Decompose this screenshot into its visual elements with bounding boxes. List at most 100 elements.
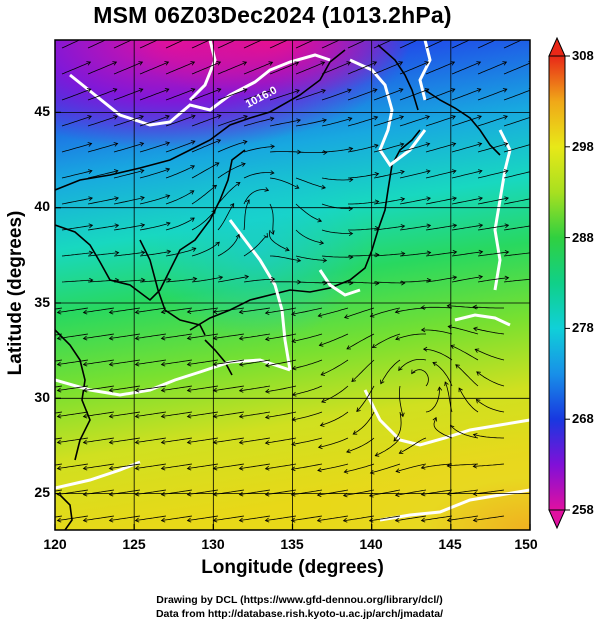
- streamline-arrowhead: [347, 88, 352, 94]
- streamline-arrowhead: [32, 440, 36, 444]
- streamline: [191, 139, 221, 153]
- streamline: [292, 411, 323, 421]
- streamline-arrowhead: [452, 275, 458, 281]
- streamline-arrowhead: [346, 448, 351, 454]
- streamline: [433, 417, 453, 439]
- streamline-arrowhead: [56, 413, 62, 419]
- streamline: [239, 437, 271, 444]
- streamline-arrowhead: [189, 190, 195, 195]
- streamline: [450, 425, 479, 439]
- streamline-arrowhead: [112, 88, 118, 93]
- streamline: [187, 359, 219, 365]
- streamline-arrowhead: [472, 433, 478, 438]
- streamline: [87, 143, 118, 153]
- streamline: [55, 411, 63, 414]
- streamline-arrowhead: [88, 196, 93, 201]
- streamline-arrowhead: [238, 413, 244, 419]
- streamline: [400, 279, 431, 283]
- streamline: [393, 411, 402, 442]
- streamline-arrowhead: [263, 233, 268, 238]
- streamline-arrowhead: [347, 116, 353, 122]
- streamline-arrowhead: [190, 61, 196, 66]
- streamline-arrowhead: [32, 466, 36, 470]
- streamline-arrowhead: [322, 257, 328, 263]
- streamline: [55, 463, 63, 466]
- streamline-arrowhead: [216, 114, 222, 119]
- streamline: [265, 437, 297, 444]
- streamline-arrowhead: [503, 142, 509, 147]
- streamline-arrowhead: [380, 379, 385, 385]
- x-tick-label: 125: [122, 536, 146, 552]
- streamline-arrowhead: [56, 517, 62, 523]
- streamline: [347, 116, 378, 127]
- streamline: [109, 359, 141, 365]
- streamline: [295, 177, 326, 189]
- streamline-arrowhead: [134, 335, 140, 341]
- streamline-arrowhead: [504, 275, 510, 281]
- streamline-arrowhead: [477, 169, 483, 174]
- streamline-arrowhead: [504, 196, 509, 201]
- streamline: [451, 115, 482, 127]
- wind-streamlines: [32, 35, 534, 523]
- streamline-arrowhead: [528, 35, 532, 39]
- streamline: [61, 252, 93, 257]
- streamline-arrowhead: [190, 165, 196, 170]
- streamline: [161, 463, 193, 469]
- streamline-arrowhead: [398, 88, 404, 93]
- streamline: [87, 279, 119, 283]
- streamline: [269, 89, 300, 101]
- streamline: [380, 359, 401, 384]
- streamline-arrowhead: [426, 196, 431, 202]
- streamline: [321, 255, 353, 258]
- streamline: [135, 385, 167, 391]
- x-tick-label: 120: [43, 536, 67, 552]
- streamline: [113, 88, 143, 101]
- streamline: [135, 333, 167, 339]
- streamline: [187, 463, 219, 469]
- streamline: [321, 177, 353, 181]
- streamline: [165, 88, 195, 101]
- streamline: [243, 117, 274, 127]
- streamline-arrowhead: [244, 274, 250, 280]
- streamline-arrowhead: [56, 387, 62, 393]
- streamline: [399, 61, 429, 75]
- streamline: [113, 61, 143, 75]
- y-tick-label: 40: [34, 198, 50, 214]
- streamline-arrowhead: [374, 199, 380, 205]
- streamline-arrowhead: [108, 413, 114, 419]
- streamline: [477, 143, 508, 153]
- credit-data: Data from http://database.rish.kyoto-u.a…: [155, 608, 444, 620]
- streamline: [448, 326, 479, 335]
- streamline-arrowhead: [318, 342, 324, 347]
- streamline: [477, 115, 508, 127]
- streamline-arrowhead: [86, 35, 90, 39]
- streamline: [61, 170, 93, 179]
- streamline: [113, 197, 145, 205]
- streamline: [320, 411, 349, 426]
- streamline: [373, 198, 405, 205]
- streamline-arrowhead: [140, 195, 145, 201]
- streamline: [191, 61, 221, 75]
- streamline: [421, 329, 453, 335]
- streamline-arrowhead: [186, 309, 192, 314]
- streamline: [135, 411, 167, 417]
- streamline: [61, 224, 93, 231]
- streamline-arrowhead: [264, 440, 270, 445]
- streamline-arrowhead: [371, 343, 377, 349]
- streamline: [87, 170, 118, 179]
- streamline-arrowhead: [165, 141, 171, 146]
- streamline-arrowhead: [399, 142, 405, 148]
- streamline-arrowhead: [472, 463, 477, 469]
- streamline: [55, 359, 63, 362]
- streamline-arrowhead: [373, 115, 379, 121]
- streamline: [455, 364, 479, 387]
- streamline-arrowhead: [114, 223, 120, 229]
- streamline-arrowhead: [321, 89, 326, 94]
- streamline: [295, 89, 326, 101]
- streamline-arrowhead: [216, 88, 222, 93]
- streamline-arrowhead: [374, 143, 379, 149]
- streamline-arrowhead: [530, 197, 534, 201]
- streamline: [57, 359, 89, 365]
- colorbar-tick-label: 268: [572, 411, 594, 426]
- x-axis-label: Longitude (degrees): [201, 557, 384, 578]
